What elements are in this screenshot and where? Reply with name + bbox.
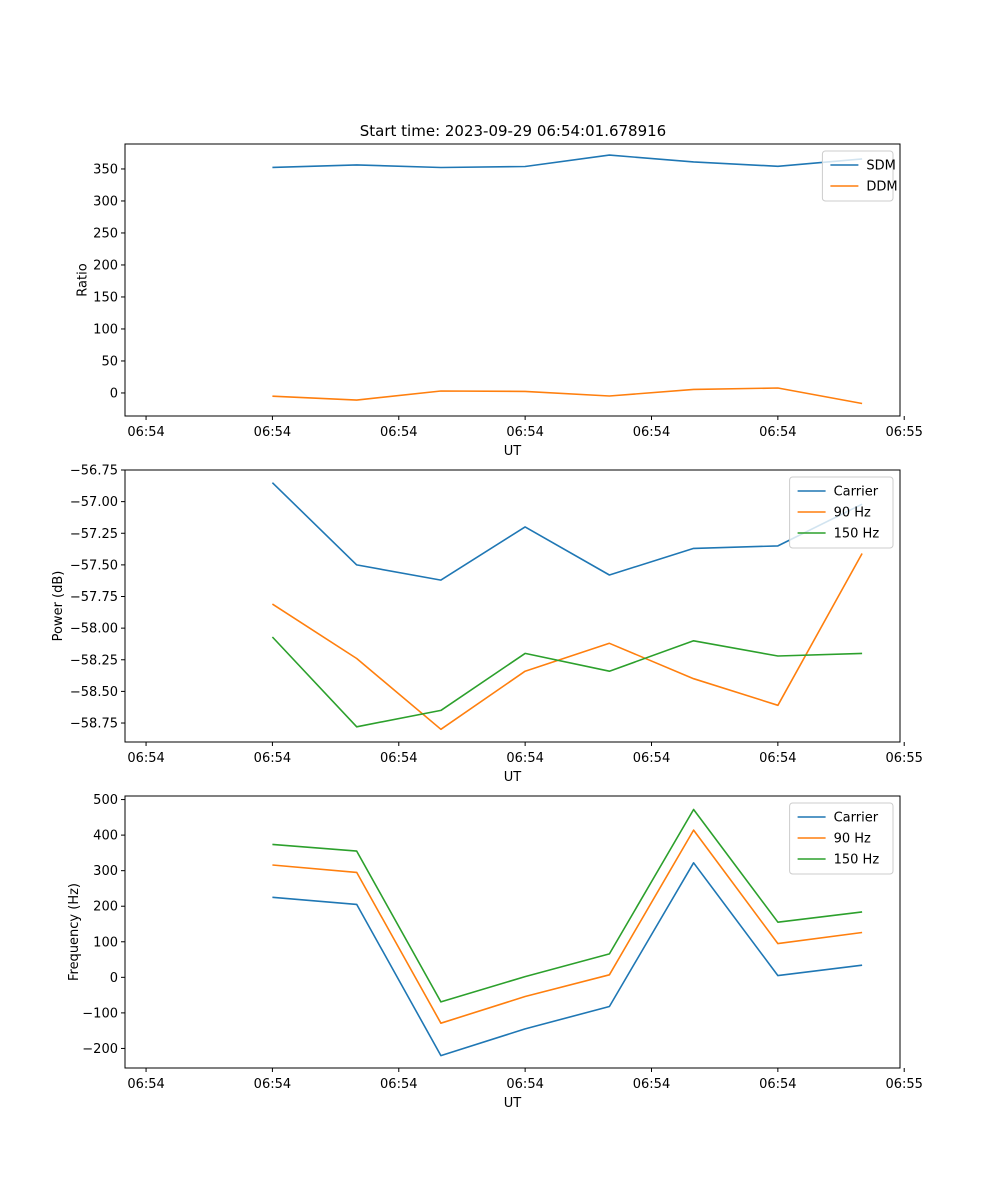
frequency-x-tick-label: 06:54 [380, 1077, 417, 1092]
frequency-y-axis-label: Frequency (Hz) [67, 883, 82, 981]
ratio-x-tick-label: 06:54 [127, 425, 164, 440]
frequency-series-150-hz [272, 808, 863, 1003]
power-x-tick-label: 06:54 [633, 751, 670, 766]
ratio-legend-label: DDM [866, 180, 897, 195]
power-series-carrier [271, 482, 863, 581]
frequency-x-tick-label: 06:54 [127, 1077, 164, 1092]
ratio-x-tick-label: 06:55 [885, 425, 922, 440]
frequency-x-tick-label: 06:54 [506, 1077, 543, 1092]
ratio-y-tick-label: 150 [93, 290, 118, 305]
power-series-150-hz [271, 636, 863, 728]
ratio-y-tick-label: 100 [93, 322, 118, 337]
power-x-tick-label: 06:54 [254, 751, 291, 766]
frequency-y-tick-label: 200 [93, 900, 118, 915]
power-legend-label: 90 Hz [834, 506, 871, 521]
ratio-x-tick-label: 06:54 [506, 425, 543, 440]
ratio-axes-frame [124, 143, 901, 417]
power-x-tick-label: 06:55 [885, 751, 922, 766]
ratio-y-tick-label: 0 [110, 386, 118, 401]
power-legend-box [789, 476, 894, 549]
ratio-legend-label: SDM [866, 159, 895, 174]
ratio-x-axis-label: UT [504, 444, 522, 459]
ratio-y-tick-label: 350 [93, 162, 118, 177]
ratio-legend-box [821, 150, 894, 202]
frequency-legend-label: 150 Hz [834, 853, 880, 868]
ratio-panel: 06:54 06:54 06:54 06:54 06:54 06:54 06:55 0 50 10… [75, 143, 923, 459]
power-y-tick-label: −57.25 [70, 527, 118, 542]
frequency-y-tick-label: 300 [93, 864, 118, 879]
frequency-legend: Carrier 90 Hz 150 Hz [789, 802, 894, 875]
frequency-legend-box [789, 802, 894, 875]
frequency-x-tick-label: 06:54 [633, 1077, 670, 1092]
power-legend-label: Carrier [834, 485, 879, 500]
frequency-series-90-hz [272, 829, 863, 1025]
ratio-y-tick-label: 50 [101, 354, 118, 369]
frequency-y-tick-label: 0 [110, 971, 118, 986]
frequency-series-carrier [272, 861, 863, 1057]
frequency-y-tick-label: 100 [93, 935, 118, 950]
power-x-axis-label: UT [504, 770, 522, 785]
power-x-tick-label: 06:54 [380, 751, 417, 766]
power-x-tick-label: 06:54 [759, 751, 796, 766]
ratio-series-sdm [272, 154, 863, 169]
power-legend-label: 150 Hz [834, 527, 880, 542]
ratio-y-tick-label: 300 [93, 194, 118, 209]
frequency-x-tick-label: 06:54 [759, 1077, 796, 1092]
power-series-90-hz [271, 553, 863, 731]
frequency-y-tick-label: −100 [82, 1006, 118, 1021]
power-y-tick-label: −57.75 [70, 590, 118, 605]
power-y-axis-label: Power (dB) [51, 571, 66, 642]
power-legend: Carrier 90 Hz 150 Hz [789, 476, 894, 549]
ratio-x-tick-label: 06:54 [759, 425, 796, 440]
ratio-x-tick-label: 06:54 [633, 425, 670, 440]
power-y-tick-label: −56.75 [70, 464, 118, 479]
power-x-tick-label: 06:54 [506, 751, 543, 766]
power-y-tick-label: −57.50 [70, 558, 118, 573]
ratio-x-tick-label: 06:54 [254, 425, 291, 440]
ratio-series-ddm [272, 387, 863, 405]
frequency-x-tick-label: 06:54 [254, 1077, 291, 1092]
power-y-tick-label: −58.75 [70, 717, 118, 732]
frequency-y-tick-label: 500 [93, 793, 118, 808]
ratio-y-tick-label: 200 [93, 258, 118, 273]
frequency-y-tick-label: −200 [82, 1042, 118, 1057]
frequency-axes-frame [124, 795, 901, 1069]
ratio-y-tick-label: 250 [93, 226, 118, 241]
power-panel: 06:54 06:54 06:54 06:54 06:54 06:54 06:55 −56.7… [51, 464, 923, 786]
frequency-legend-label: Carrier [834, 811, 879, 826]
frequency-legend-label: 90 Hz [834, 832, 871, 847]
power-x-tick-label: 06:54 [127, 751, 164, 766]
frequency-x-tick-label: 06:55 [885, 1077, 922, 1092]
frequency-x-axis-label: UT [504, 1096, 522, 1111]
power-y-tick-label: −58.25 [70, 653, 118, 668]
frequency-panel: 06:54 06:54 06:54 06:54 06:54 06:54 06:55 −200 −… [67, 793, 923, 1111]
ratio-y-axis-label: Ratio [75, 263, 90, 296]
power-y-tick-label: −58.00 [70, 622, 118, 637]
ratio-x-tick-label: 06:54 [380, 425, 417, 440]
figure-title: Start time: 2023-09-29 06:54:01.678916 [360, 122, 666, 140]
power-axes-frame [124, 469, 901, 743]
power-y-tick-label: −58.50 [70, 685, 118, 700]
power-y-tick-label: −57.00 [70, 495, 118, 510]
frequency-y-tick-label: 400 [93, 829, 118, 844]
ratio-legend: SDM DDM [821, 150, 898, 202]
